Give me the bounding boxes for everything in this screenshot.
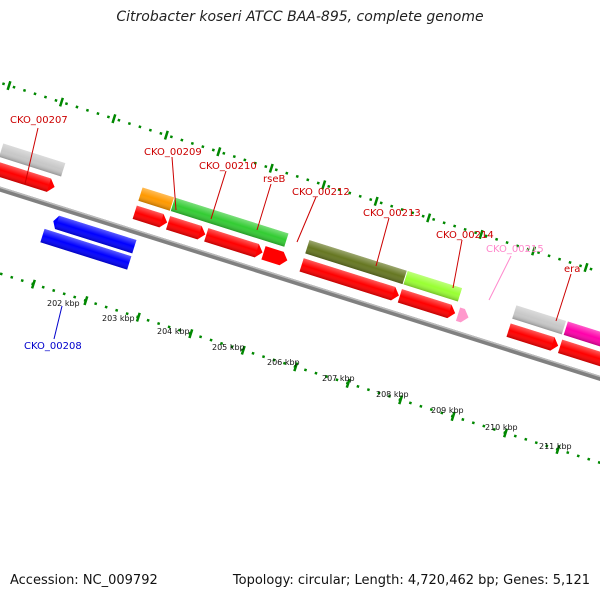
gc-tick <box>240 345 246 355</box>
scale-labels: 202 kbp 203 kbp 204 kbp 205 kbp 206 kbp … <box>47 299 572 451</box>
genome-backbone <box>0 174 600 408</box>
gc-track-upper-ticks <box>6 80 589 273</box>
gene-track-outer <box>0 143 600 353</box>
gc-track-lower <box>0 252 600 484</box>
gc-tick <box>58 97 65 107</box>
gene-label-cko-00215[interactable]: CKO_00215 <box>486 244 544 255</box>
scale-label: 206 kbp <box>267 358 300 367</box>
gc-tick <box>111 113 117 124</box>
scale-label: 202 kbp <box>47 299 80 308</box>
gc-tick <box>555 444 561 455</box>
gc-tick <box>6 80 12 91</box>
gene-label-rseb[interactable]: rseB <box>263 174 285 185</box>
gene-label-cko-00208[interactable]: CKO_00208 <box>24 341 82 352</box>
scale-label: 209 kbp <box>431 406 464 415</box>
gene-label-cko-00210[interactable]: CKO_00210 <box>199 161 257 172</box>
gc-tick <box>345 378 351 389</box>
gc-tick <box>398 395 404 405</box>
gc-tick <box>83 295 89 306</box>
gc-tick <box>321 180 327 190</box>
gc-tick <box>163 130 169 140</box>
gc-tick <box>293 362 299 372</box>
reverse-strand-track <box>40 215 137 270</box>
gc-tick <box>478 229 484 240</box>
scale-label: 208 kbp <box>376 390 409 399</box>
gc-tick <box>450 411 456 422</box>
cds-cko-00212[interactable] <box>261 246 289 267</box>
gc-tick <box>502 428 509 438</box>
scale-label: 204 kbp <box>157 327 190 336</box>
gc-tick <box>426 213 432 223</box>
accession-text: Accession: NC_009792 <box>10 573 158 588</box>
gene-label-cko-00214[interactable]: CKO_00214 <box>436 230 494 241</box>
gene-label-cko-00212[interactable]: CKO_00212 <box>292 187 350 198</box>
scale-label: 210 kbp <box>485 423 518 432</box>
gc-tick <box>268 163 274 173</box>
genome-summary-text: Topology: circular; Length: 4,720,462 bp… <box>232 573 590 588</box>
gene-label-cko-00207[interactable]: CKO_00207 <box>10 115 68 126</box>
gc-tick <box>531 246 537 256</box>
gene-label-cko-00213[interactable]: CKO_00213 <box>363 208 421 219</box>
gc-tick <box>373 196 379 207</box>
scale-label: 207 kbp <box>322 374 355 383</box>
gene-label-era[interactable]: era <box>564 264 580 275</box>
gc-tick <box>583 262 589 273</box>
gc-track-lower-ticks <box>30 279 561 455</box>
gene-label-cko-00209[interactable]: CKO_00209 <box>144 147 202 158</box>
gc-tick <box>135 312 141 322</box>
scale-label: 211 kbp <box>539 442 572 451</box>
scale-label: 203 kbp <box>102 314 135 323</box>
gc-tick <box>216 147 222 157</box>
gc-tick <box>188 329 194 339</box>
scale-label: 205 kbp <box>212 343 245 352</box>
gc-tick <box>30 279 36 289</box>
gene-cko-00215[interactable] <box>455 307 471 325</box>
genome-title: Citrobacter koseri ATCC BAA-895, complet… <box>116 9 484 25</box>
gene-labels: CKO_00207 CKO_00208 CKO_00209 CKO_00210 … <box>10 115 580 352</box>
